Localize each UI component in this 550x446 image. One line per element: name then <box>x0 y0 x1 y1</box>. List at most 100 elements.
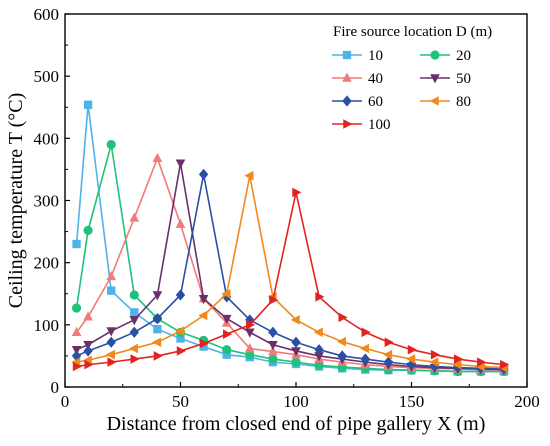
legend-item-100: 100 <box>332 117 391 133</box>
data-point <box>429 357 439 367</box>
data-point <box>406 354 416 364</box>
data-point <box>107 286 116 295</box>
data-point <box>175 159 186 169</box>
series-line-10 <box>75 104 504 373</box>
legend-marker <box>430 50 440 60</box>
data-point <box>128 343 139 354</box>
legend-item-80: 80 <box>420 94 471 110</box>
data-point <box>383 356 394 368</box>
data-point <box>152 312 163 325</box>
data-point <box>129 212 140 222</box>
data-point <box>83 311 93 321</box>
data-point <box>153 325 162 334</box>
data-point <box>359 343 370 354</box>
series-80 <box>71 170 508 373</box>
data-point <box>221 288 231 299</box>
data-point <box>83 100 93 109</box>
data-point <box>175 289 186 301</box>
data-point <box>153 351 163 361</box>
data-point <box>452 359 462 370</box>
data-point <box>383 349 393 360</box>
data-point <box>198 310 208 321</box>
data-point <box>244 170 254 181</box>
legend-label: 100 <box>368 117 391 133</box>
data-point <box>360 353 370 365</box>
data-point <box>152 291 163 301</box>
legend-label: 50 <box>456 71 471 87</box>
data-point <box>107 357 117 367</box>
legend-label: 40 <box>368 71 383 87</box>
legend-marker <box>430 74 440 84</box>
data-point <box>175 218 186 228</box>
data-point <box>198 294 209 305</box>
data-point <box>72 239 81 249</box>
data-point <box>246 320 256 330</box>
legend-label: 10 <box>368 48 383 64</box>
data-point <box>268 340 278 351</box>
data-point <box>129 290 139 300</box>
data-point <box>313 327 323 338</box>
data-point <box>384 337 394 348</box>
data-point <box>222 345 232 355</box>
axis-ticks: 0 50 100 150 200 0 100 200 300 400 500 600 <box>34 5 540 411</box>
data-point <box>198 168 209 181</box>
data-point <box>152 152 163 162</box>
data-point <box>152 337 162 348</box>
data-point <box>130 354 140 364</box>
x-tick-label: 100 <box>283 392 309 411</box>
legend-item-60: 60 <box>332 94 383 110</box>
data-point <box>477 357 487 367</box>
data-point <box>290 315 300 325</box>
data-point <box>71 326 82 337</box>
data-point <box>407 344 417 355</box>
data-point <box>130 308 139 317</box>
data-point <box>500 359 510 370</box>
x-tick-label: 0 <box>61 392 70 411</box>
legend-marker <box>342 95 352 107</box>
y-tick-label: 100 <box>34 316 60 335</box>
data-point <box>106 139 116 150</box>
data-point <box>84 359 94 370</box>
legend-marker <box>342 50 352 60</box>
y-tick-label: 500 <box>34 67 60 86</box>
data-point <box>338 312 348 323</box>
x-tick-label: 150 <box>399 392 425 411</box>
data-point <box>71 303 82 313</box>
legend-item-10: 10 <box>332 48 383 64</box>
data-point <box>245 328 255 338</box>
series-10 <box>72 100 509 376</box>
legend-label: 80 <box>456 94 471 110</box>
y-tick-label: 300 <box>34 192 60 211</box>
legend: Fire source location D (m) 10 20 40 50 60 80 1… <box>332 24 492 133</box>
data-point <box>106 336 116 348</box>
data-point <box>105 349 115 360</box>
data-point <box>430 349 440 360</box>
data-point <box>291 357 301 367</box>
series-line-40 <box>75 155 504 372</box>
legend-marker <box>429 96 439 106</box>
data-point <box>176 346 186 356</box>
legend-item-50: 50 <box>420 71 471 87</box>
data-point <box>269 295 279 305</box>
plot-area: 0 50 100 150 200 0 100 200 300 400 500 600 <box>34 5 540 411</box>
series-line-20 <box>75 144 504 373</box>
legend-title: Fire source location D (m) <box>333 24 492 40</box>
series-60 <box>71 168 509 375</box>
data-point <box>245 343 255 353</box>
legend-marker <box>343 119 353 129</box>
series-line-50 <box>76 163 504 371</box>
legend-item-20: 20 <box>420 48 471 64</box>
legend-marker <box>342 72 352 82</box>
series-50 <box>71 159 509 375</box>
series-layer <box>71 100 510 377</box>
x-tick-label: 200 <box>514 392 540 411</box>
data-point <box>315 292 325 302</box>
data-point <box>268 346 278 356</box>
data-point <box>129 326 139 338</box>
data-point <box>175 326 185 336</box>
legend-item-40: 40 <box>332 71 383 87</box>
series-100 <box>72 187 510 372</box>
data-point <box>83 345 93 357</box>
data-point <box>106 270 116 281</box>
